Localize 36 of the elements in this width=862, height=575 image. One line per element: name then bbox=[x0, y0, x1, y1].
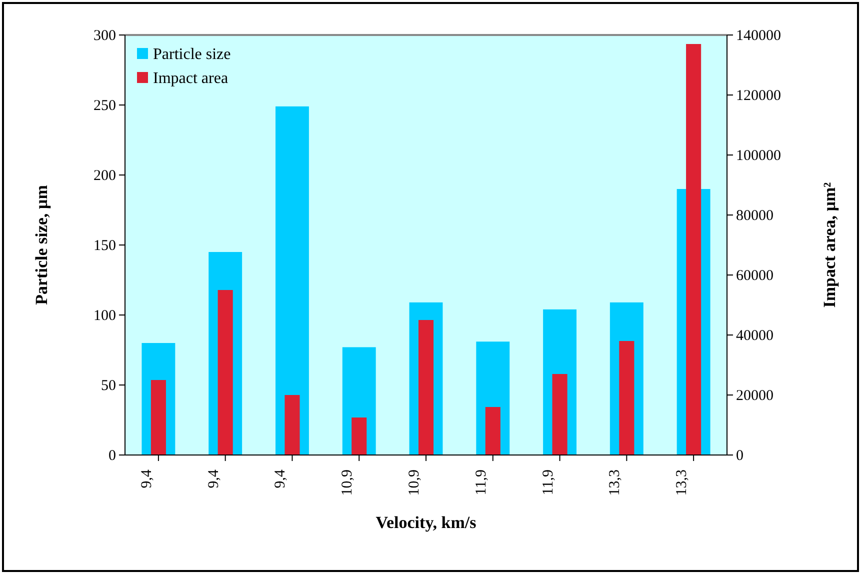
bar bbox=[150, 380, 166, 455]
bar bbox=[552, 374, 568, 455]
x-tick-label: 13,3 bbox=[674, 470, 690, 496]
x-tick-label: 9,4 bbox=[272, 469, 289, 488]
x-tick-label: 10,9 bbox=[340, 470, 356, 496]
y2-tick-label: 80000 bbox=[736, 208, 774, 224]
y-tick-label: 0 bbox=[108, 448, 116, 464]
x-tick-label: 13,3 bbox=[607, 470, 624, 496]
y-axis-title: Particle size, µm bbox=[32, 185, 51, 305]
y2-tick-label: 60000 bbox=[736, 268, 774, 284]
y-tick-label: 150 bbox=[94, 238, 116, 254]
legend-label: Particle size bbox=[153, 46, 231, 63]
x-tick-label: 9,4 bbox=[206, 469, 222, 488]
y2-tick-label: 0 bbox=[736, 448, 744, 464]
x-tick-label: 10,9 bbox=[406, 470, 422, 496]
y2-tick-label: 100000 bbox=[736, 148, 781, 164]
bar bbox=[485, 407, 500, 455]
y-tick-label: 250 bbox=[94, 98, 116, 114]
x-tick-label: 11,9 bbox=[540, 470, 556, 496]
y2-tick-label: 40000 bbox=[736, 328, 774, 344]
bar bbox=[619, 341, 634, 455]
bar bbox=[284, 395, 300, 455]
bar bbox=[276, 106, 309, 455]
y-tick-label: 50 bbox=[101, 378, 116, 394]
y2-tick-label: 20000 bbox=[736, 388, 774, 404]
x-tick-label: 11,9 bbox=[473, 470, 490, 496]
y-tick-label: 300 bbox=[94, 28, 116, 44]
y-tick-label: 200 bbox=[94, 168, 116, 184]
y2-axis-title: Impact area, µm² bbox=[820, 182, 839, 308]
y2-tick-label: 120000 bbox=[736, 88, 781, 104]
bar bbox=[352, 418, 367, 455]
x-axis-title: Velocity, km/s bbox=[376, 513, 477, 532]
y-tick-label: 100 bbox=[94, 308, 116, 324]
x-tick-label: 9,4 bbox=[138, 469, 155, 488]
legend-label: Impact area bbox=[153, 70, 228, 87]
y2-tick-label: 140000 bbox=[736, 28, 781, 44]
